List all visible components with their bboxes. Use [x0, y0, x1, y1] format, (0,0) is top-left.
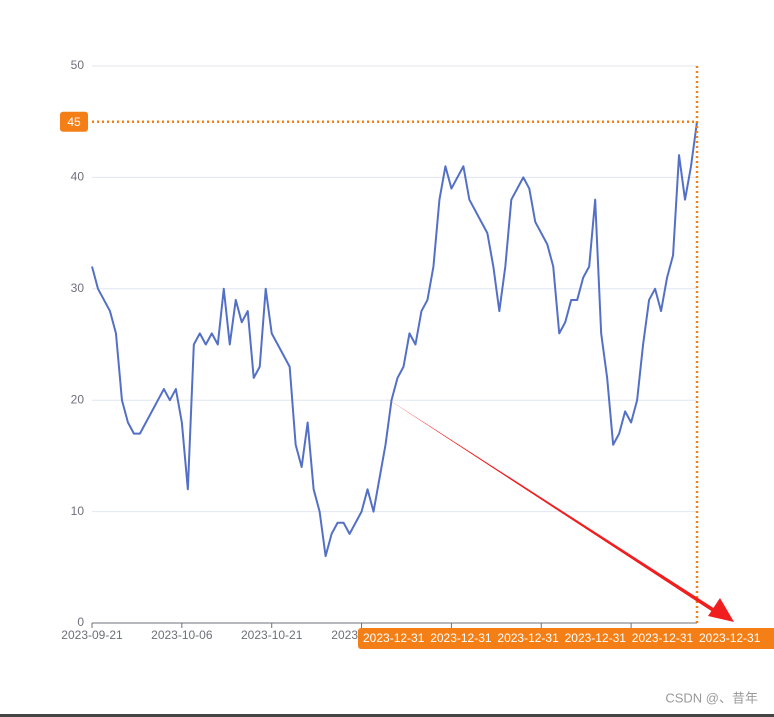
y-tick-label: 20 [71, 392, 85, 406]
y-tick-label: 0 [77, 615, 84, 629]
pointer-y-label-box [60, 111, 88, 132]
y-tick-label: 50 [71, 58, 85, 72]
pointer-x-label: 2023-12-31 [699, 631, 761, 645]
x-tick-label: 2023-09-21 [61, 628, 123, 642]
x-tick-label: 2023-10-21 [241, 628, 303, 642]
pointer-y-label: 45 [67, 115, 81, 129]
pointer-x-label: 2023-12-31 [565, 631, 627, 645]
pointer-x-label-box [358, 628, 774, 649]
pointer-x-label: 2023-12-31 [363, 631, 425, 645]
y-tick-label: 40 [71, 170, 85, 184]
bottom-bar [0, 714, 774, 717]
pointer-x-label: 2023-12-31 [497, 631, 559, 645]
annotation-arrowhead [708, 598, 734, 622]
x-tick-label: 2023-10-06 [151, 628, 213, 642]
pointer-x-label: 2023-12-31 [632, 631, 694, 645]
y-tick-label: 30 [71, 281, 85, 295]
watermark: CSDN @、昔年 [665, 690, 758, 705]
line-series [91, 121, 698, 558]
y-tick-label: 10 [71, 504, 85, 518]
pointer-x-label: 2023-12-31 [430, 631, 492, 645]
annotation-arrow [383, 396, 733, 620]
